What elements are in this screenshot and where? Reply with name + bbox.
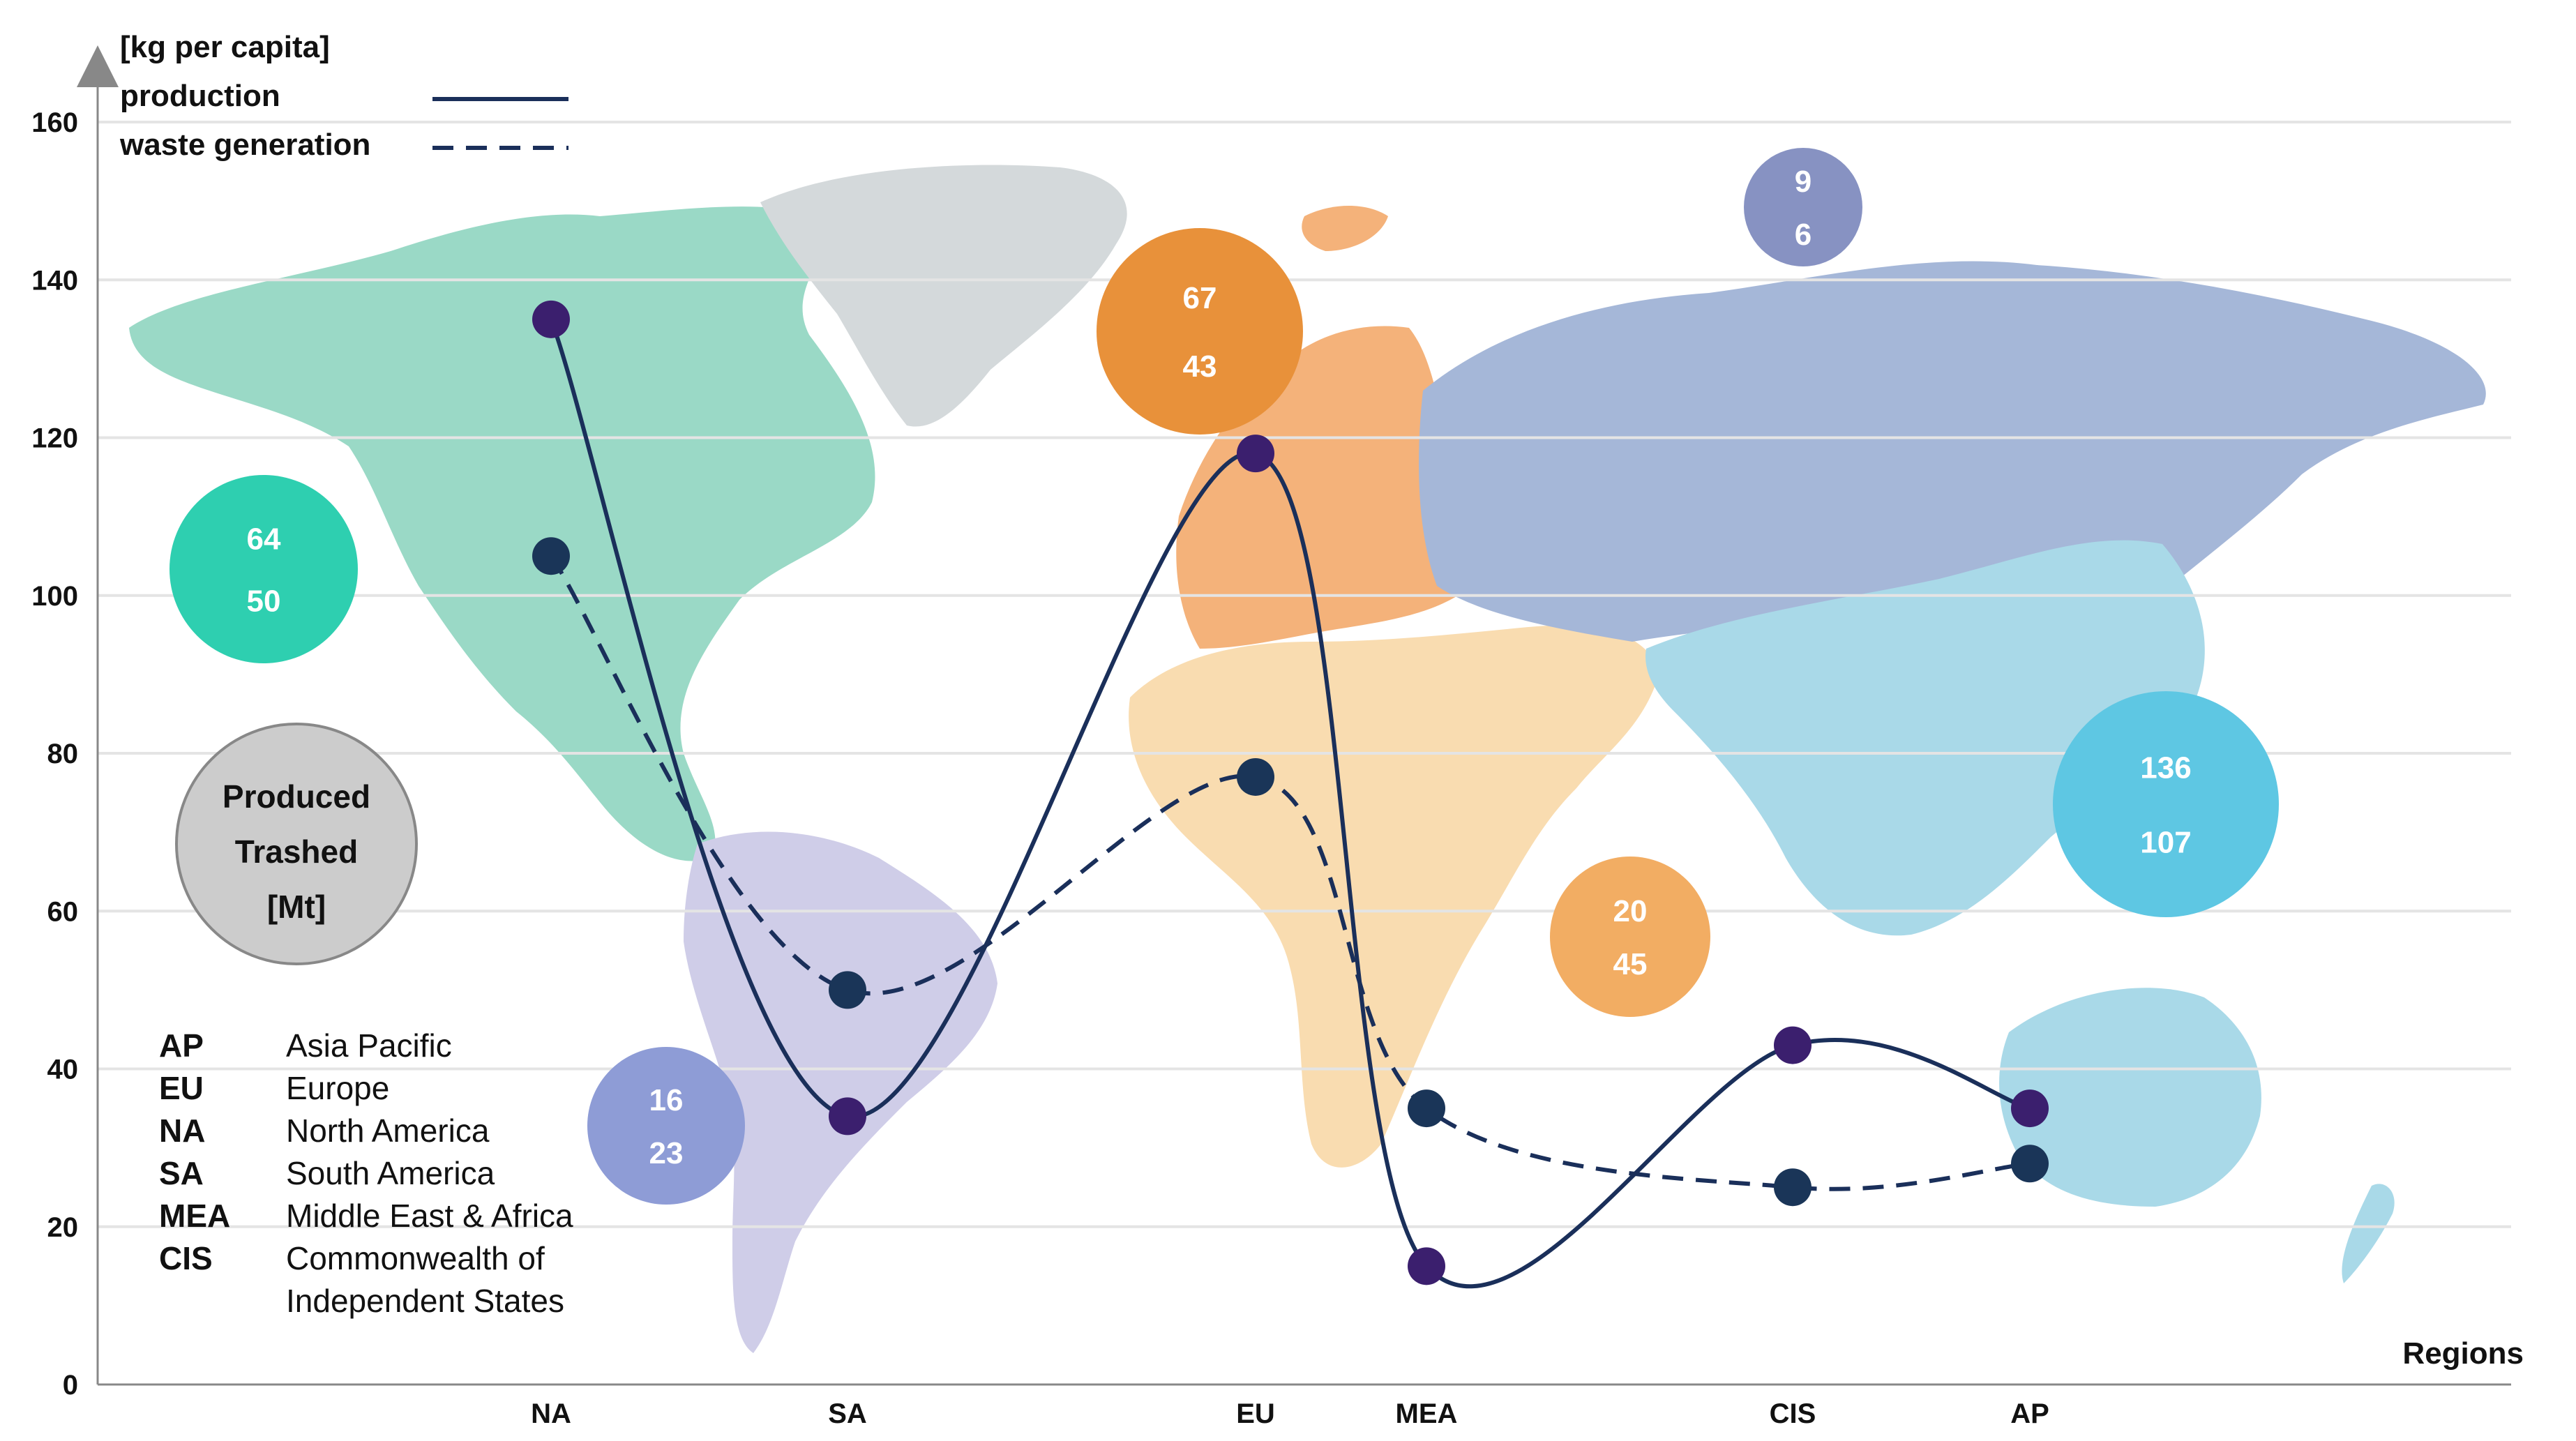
map-iceland	[1302, 206, 1388, 251]
y-tick-label: 140	[31, 265, 78, 296]
bubble-trashed-sa: 23	[649, 1136, 684, 1170]
abbr-name-ap: Asia Pacific	[286, 1027, 452, 1064]
x-tick-label-ap: AP	[2010, 1398, 2049, 1429]
abbr-name-eu: Europe	[286, 1070, 389, 1106]
bubble-produced-sa: 16	[649, 1083, 684, 1117]
legend-entry-production: production	[120, 79, 280, 113]
map-russia-cis	[1419, 261, 2486, 642]
x-tick-labels: NA SA EU MEA CIS AP	[531, 1398, 2049, 1429]
map-new-zealand	[2342, 1184, 2395, 1283]
bubble-produced-mea: 20	[1613, 894, 1648, 928]
gridlines	[98, 121, 2511, 1228]
series-layer	[532, 300, 2049, 1289]
bubble-trashed-na: 50	[247, 584, 281, 619]
y-tick-label: 60	[47, 896, 79, 927]
point-waste-generation-eu	[1237, 757, 1274, 796]
point-production-cis	[1774, 1026, 1812, 1064]
y-tick-label: 160	[31, 107, 78, 138]
y-tick-labels: 0 20 40 60 80 100 120 140 160	[31, 107, 78, 1401]
point-waste-generation-sa	[829, 971, 866, 1009]
abbr-name-sa: South America	[286, 1155, 495, 1191]
bubble-trashed-cis: 6	[1795, 218, 1812, 252]
y-tick-label: 120	[31, 423, 78, 454]
point-waste-generation-cis	[1774, 1168, 1812, 1207]
bubble-circle-sa	[587, 1047, 745, 1205]
bubble-key-circle	[175, 723, 418, 965]
point-waste-generation-mea	[1408, 1089, 1445, 1128]
point-waste-generation-na	[532, 537, 570, 575]
bubble-circle-cis	[1744, 148, 1862, 266]
series-line-production	[549, 318, 2031, 1289]
bubble-ap: 136 107	[2053, 691, 2279, 917]
y-tick-label: 20	[47, 1212, 79, 1243]
y-tick-label: 0	[63, 1370, 78, 1401]
point-production-na	[532, 300, 570, 338]
bubble-cis: 96	[1744, 148, 1862, 266]
point-waste-generation-ap	[2011, 1145, 2049, 1183]
x-axis-label: Regions	[2402, 1336, 2524, 1371]
y-tick-label: 80	[47, 739, 79, 769]
bubble-produced-na: 64	[247, 522, 281, 556]
abbr-code-na: NA	[159, 1112, 205, 1149]
bubble-key: Produced Trashed [Mt]	[175, 723, 418, 965]
world-map	[129, 165, 2486, 1353]
x-tick-label-mea: MEA	[1396, 1398, 1458, 1429]
map-south-america	[684, 831, 997, 1353]
x-tick-label-eu: EU	[1236, 1398, 1275, 1429]
bubble-key-trashed: Trashed	[235, 833, 358, 870]
bubble-key-produced: Produced	[223, 778, 370, 815]
x-tick-label-sa: SA	[828, 1398, 867, 1429]
bubble-circle-eu	[1097, 228, 1303, 435]
y-axis-label: [kg per capita]	[120, 30, 330, 64]
point-production-eu	[1237, 435, 1274, 473]
abbr-code-cis: CIS	[159, 1240, 213, 1276]
abbr-code-mea: MEA	[159, 1198, 230, 1234]
abbr-name-cis: Commonwealth of	[286, 1240, 545, 1276]
bubble-circle-ap	[2053, 691, 2279, 917]
map-north-america	[129, 206, 875, 861]
map-australia	[1999, 988, 2261, 1207]
bubble-produced-cis: 9	[1795, 165, 1812, 199]
point-production-mea	[1408, 1247, 1445, 1285]
abbr-code-ap: AP	[159, 1027, 204, 1064]
legend: production waste generation	[119, 79, 568, 162]
bubble-eu: 67 43	[1097, 228, 1303, 435]
abbr-name-na: North America	[286, 1112, 490, 1149]
bubble-trashed-eu: 43	[1183, 349, 1217, 384]
legend-entry-waste-generation: waste generation	[119, 128, 370, 162]
bubble-circle-mea	[1550, 857, 1710, 1017]
abbr-code-eu: EU	[159, 1070, 204, 1106]
y-tick-label: 40	[47, 1055, 79, 1085]
abbr-code-sa: SA	[159, 1155, 204, 1191]
abbreviation-list: AP Asia Pacific EU Europe NA North America SA S…	[159, 1027, 573, 1319]
point-production-ap	[2011, 1089, 2049, 1128]
point-production-sa	[829, 1097, 866, 1136]
bubble-trashed-mea: 45	[1613, 947, 1648, 981]
bubble-produced-ap: 136	[2140, 751, 2191, 785]
y-tick-label: 100	[31, 581, 78, 612]
x-tick-label-na: NA	[531, 1398, 571, 1429]
bubble-produced-eu: 67	[1183, 281, 1217, 315]
abbr-name-mea: Middle East & Africa	[286, 1198, 573, 1234]
bubble-trashed-ap: 107	[2140, 825, 2191, 859]
x-tick-label-cis: CIS	[1770, 1398, 1816, 1429]
bubble-key-unit: [Mt]	[267, 889, 326, 925]
map-asia-pacific	[1645, 540, 2205, 936]
bubble-na: 64 50	[170, 475, 358, 663]
abbr-name-cis: Independent States	[286, 1283, 564, 1319]
map-greenland	[760, 165, 1127, 427]
bubble-circle-na	[170, 475, 358, 663]
